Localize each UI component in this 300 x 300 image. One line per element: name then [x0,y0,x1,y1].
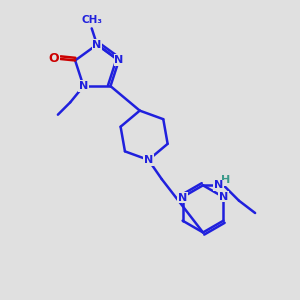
Text: N: N [178,193,187,203]
Text: N: N [219,191,228,202]
Text: N: N [114,55,124,65]
Text: N: N [92,40,102,50]
Text: N: N [214,180,223,190]
Text: N: N [79,81,88,91]
Text: O: O [49,52,59,65]
Text: H: H [221,175,231,185]
Text: N: N [144,155,153,165]
Text: CH₃: CH₃ [81,15,102,25]
